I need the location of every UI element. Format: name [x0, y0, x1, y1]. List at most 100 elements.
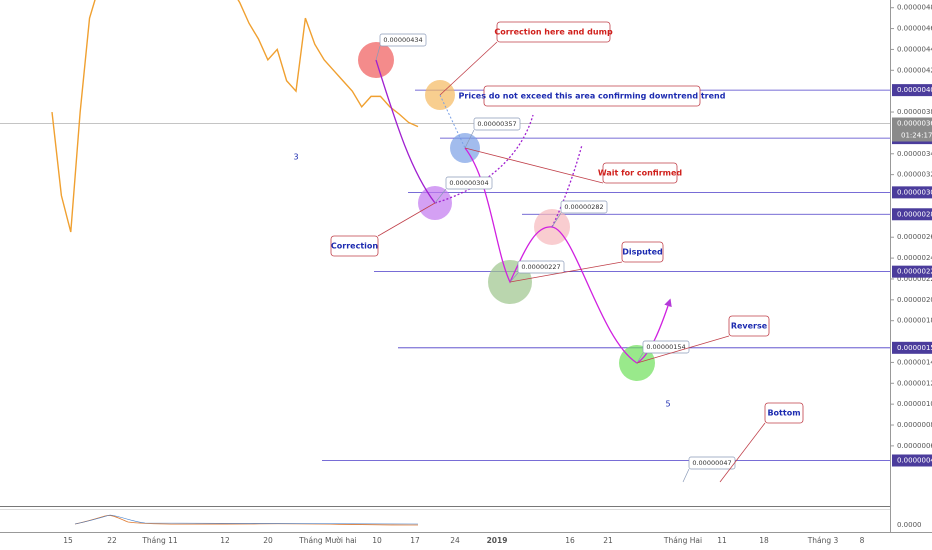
callout-text: Prices do not exceed this area confirmin…: [459, 92, 726, 101]
time-label: 17: [410, 536, 420, 545]
price-tick-label: 0.00000260: [897, 233, 932, 241]
price-line: [51, 0, 419, 233]
time-label: 24: [450, 536, 460, 545]
time-label: 21: [603, 536, 613, 545]
price-tag: [892, 84, 932, 97]
callout-text: Disputed: [622, 248, 663, 257]
price-tag: [892, 265, 932, 278]
time-label: 8: [860, 536, 865, 545]
point-label: 0.00000434: [383, 36, 422, 44]
point-label: 0.00000227: [521, 263, 560, 271]
price-tick-label: 0.00000220: [897, 275, 932, 283]
countdown-label: 01:24:17: [901, 132, 932, 140]
callout-box: [602, 162, 678, 184]
price-tick-label: 0.00000120: [897, 379, 932, 387]
callout-box: [621, 241, 664, 263]
time-label: Tháng 11: [141, 536, 178, 545]
price-tag-label: 0.00000369: [897, 120, 932, 128]
price-tick-label: 0.00000200: [897, 296, 932, 304]
price-tick-label: 0.00000080: [897, 421, 932, 429]
point-label-box: [517, 260, 565, 274]
wave-label: 3: [293, 153, 298, 162]
time-label: 15: [63, 536, 73, 545]
price-tag: [892, 117, 932, 130]
callout-text: Bottom: [767, 409, 800, 418]
price-tag-label: 0.00000282: [897, 210, 932, 218]
point-label: 0.00000282: [564, 203, 603, 211]
time-label: 2019: [487, 536, 508, 545]
price-tag-label: 0.00000303: [897, 188, 932, 196]
point-label: 0.00000154: [646, 343, 685, 351]
time-label: 16: [565, 536, 575, 545]
callout-box: [496, 21, 611, 43]
wave-path-dotted: [439, 94, 466, 149]
label-connector: [682, 468, 690, 483]
price-tick-label: 0.00000320: [897, 171, 932, 179]
callout-connector: [719, 422, 766, 483]
callout-text: Correction: [331, 242, 378, 251]
label-connector: [551, 212, 562, 228]
price-tag: [892, 341, 932, 354]
price-tag-label: 0.00000154: [897, 344, 932, 352]
label-connector: [509, 272, 519, 283]
time-label: Tháng Mười hai: [298, 536, 357, 545]
point-label: 0.00000047: [692, 459, 731, 467]
callout-connector: [464, 147, 604, 184]
price-tick-label: 0.00000140: [897, 358, 932, 366]
callout-text: Reverse: [731, 322, 768, 331]
callout-connector: [439, 41, 498, 96]
point-label: 0.00000304: [449, 179, 488, 187]
callout-box: [764, 402, 804, 424]
callout-connector: [636, 335, 730, 364]
wave-path: [375, 59, 436, 204]
label-connector: [636, 352, 644, 364]
price-tick-label: 0.00000420: [897, 66, 932, 74]
price-tick-label: 0.00000060: [897, 442, 932, 450]
time-label: 22: [107, 536, 117, 545]
indicator-line: [74, 515, 419, 526]
price-tick-label: 0.00000240: [897, 254, 932, 262]
price-tag: [892, 454, 932, 467]
point-label-box: [642, 340, 690, 354]
wave-path-dotted: [434, 114, 534, 204]
time-label: Tháng Hai: [663, 536, 702, 545]
point-label-box: [473, 117, 521, 131]
indicator-tick-label: 0.0000: [897, 521, 922, 529]
price-tag-label: 0.00000401: [897, 86, 932, 94]
price-tick-label: 0.00000340: [897, 150, 932, 158]
wave-path-dotted: [551, 144, 583, 228]
point-label-box: [445, 176, 493, 190]
wave-label: 5: [665, 400, 670, 409]
price-tick-label: 0.00000180: [897, 317, 932, 325]
label-connector: [375, 45, 381, 61]
price-tag: [892, 186, 932, 199]
time-label: 12: [220, 536, 230, 545]
price-tick-label: 0.00000100: [897, 400, 932, 408]
price-tick-label: 0.00000480: [897, 4, 932, 12]
price-tag-label: 0.00000046: [897, 456, 932, 464]
price-tick-label: 0.00000440: [897, 45, 932, 53]
price-tick-label: 0.00000460: [897, 25, 932, 33]
price-tick-label: 0.00000380: [897, 108, 932, 116]
point-label-box: [560, 200, 608, 214]
callout-box: [330, 235, 379, 257]
point-label-box: [379, 33, 427, 47]
point-label: 0.00000357: [477, 120, 516, 128]
point-label-box: [688, 456, 736, 470]
time-label: 18: [759, 536, 769, 545]
price-tag-label: 0.00000227: [897, 268, 932, 276]
callout-text: Correction here and dump: [494, 28, 613, 37]
price-tag: [892, 208, 932, 221]
label-connector: [464, 129, 475, 149]
time-label: 10: [372, 536, 382, 545]
time-label: 20: [263, 536, 273, 545]
callout-connector: [377, 202, 436, 237]
label-connector: [434, 188, 447, 204]
countdown-tag: [892, 129, 932, 142]
callout-text: Wait for confirmed: [598, 169, 683, 178]
callout-box: [728, 315, 770, 337]
time-label: Tháng 3: [807, 536, 839, 545]
callout-box: [483, 85, 701, 107]
